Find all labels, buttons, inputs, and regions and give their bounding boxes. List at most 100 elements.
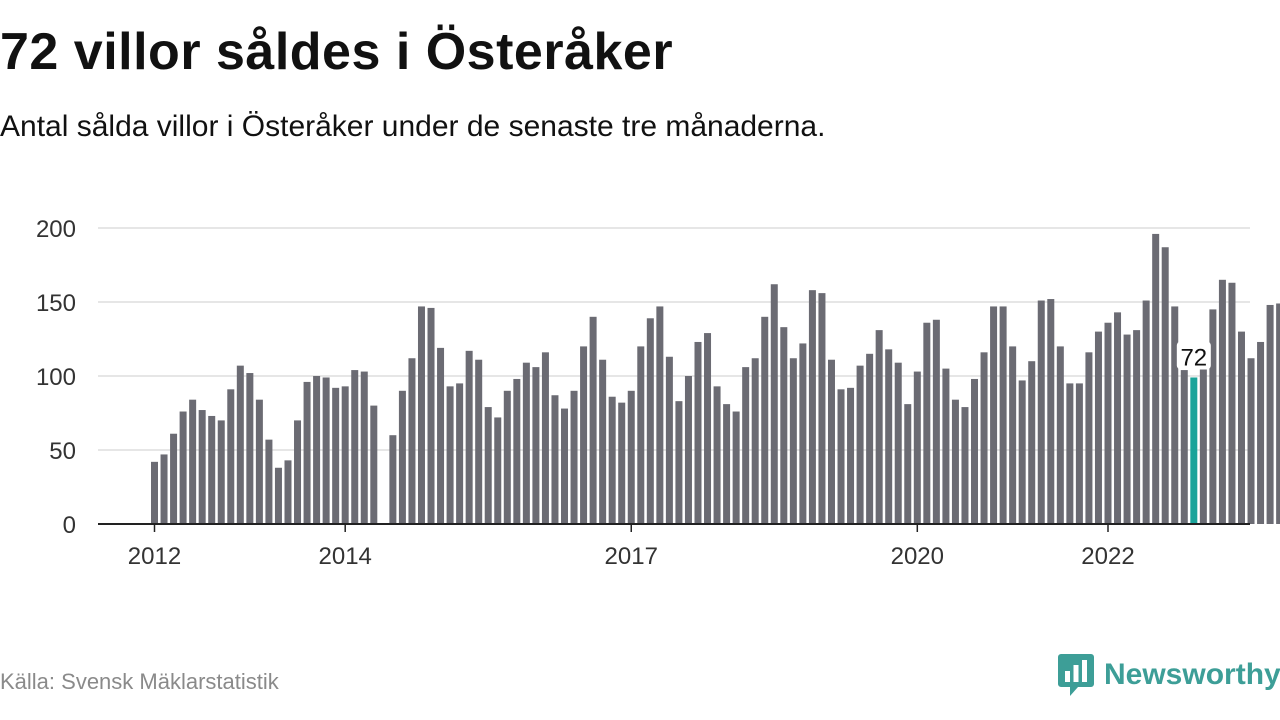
bar <box>742 367 750 524</box>
bar <box>570 390 578 524</box>
bar <box>971 378 979 524</box>
bar <box>1047 299 1055 524</box>
bar <box>561 408 569 524</box>
chart-subtitle: Antal sålda villor i Österåker under de … <box>0 110 826 143</box>
bar <box>217 420 225 524</box>
bar <box>503 390 511 524</box>
bar <box>780 327 788 524</box>
bar <box>656 306 664 524</box>
bar <box>732 411 740 524</box>
bar <box>541 352 549 524</box>
bar <box>847 387 855 524</box>
bar <box>360 371 368 524</box>
bar <box>799 343 807 524</box>
bar <box>923 322 931 524</box>
bar <box>1009 346 1017 524</box>
bar <box>475 359 483 524</box>
bar <box>856 365 864 524</box>
bar <box>370 405 378 524</box>
bar <box>961 407 969 524</box>
bar <box>1276 303 1280 524</box>
bar <box>484 407 492 524</box>
bar <box>417 306 425 524</box>
x-tick-label: 2012 <box>128 543 181 570</box>
bar <box>599 359 607 524</box>
bar <box>1142 300 1150 524</box>
bar <box>1104 322 1112 524</box>
newsworthy-logo: Newsworthy <box>1058 654 1280 696</box>
bar <box>761 316 769 524</box>
x-axis: 2012 2014 2017 2020 2022 <box>98 523 1250 570</box>
bar <box>332 387 340 524</box>
bar <box>294 420 302 524</box>
bar <box>198 410 206 524</box>
bar <box>179 411 187 524</box>
bar <box>1133 330 1141 524</box>
bar <box>837 389 845 524</box>
bar <box>513 378 521 524</box>
bar <box>427 307 435 524</box>
bar-chart-speech-bubble-icon <box>1058 654 1094 696</box>
bar <box>932 319 940 524</box>
y-axis-ticks: 0 50 100 150 200 <box>36 216 76 539</box>
bar <box>589 316 597 524</box>
bar <box>265 439 273 524</box>
bar <box>704 333 712 524</box>
source-note: Källa: Svensk Mäklarstatistik <box>0 669 279 694</box>
bar <box>246 373 254 524</box>
bar <box>1123 334 1131 524</box>
bar <box>274 467 282 524</box>
bar <box>818 293 826 524</box>
bar <box>227 389 235 524</box>
bar <box>1114 312 1122 524</box>
bar <box>456 383 464 524</box>
bar <box>1228 282 1236 524</box>
bar <box>866 353 874 524</box>
bar <box>1247 358 1255 524</box>
bar <box>1094 331 1102 524</box>
bar <box>627 390 635 524</box>
bar <box>827 359 835 524</box>
bar <box>1028 361 1036 524</box>
bar <box>151 461 158 524</box>
bar <box>1266 304 1274 524</box>
y-tick-label: 0 <box>63 512 76 539</box>
bar <box>398 390 406 524</box>
bar <box>1218 279 1226 524</box>
bar <box>341 386 349 524</box>
bar <box>684 376 692 524</box>
bar <box>580 346 588 524</box>
bar <box>1199 349 1207 524</box>
bar <box>608 396 616 524</box>
bar <box>465 350 473 524</box>
bar <box>980 352 988 524</box>
x-tick-label: 2020 <box>891 543 944 570</box>
data-label-latest: 72 <box>1180 344 1207 371</box>
y-tick-label: 50 <box>49 438 76 465</box>
bar <box>522 362 530 524</box>
bar <box>1056 346 1064 524</box>
y-tick-label: 150 <box>36 290 76 317</box>
bar <box>999 306 1007 524</box>
bar <box>313 376 321 524</box>
x-tick-label: 2017 <box>605 543 658 570</box>
bar <box>437 347 445 524</box>
bar <box>1075 383 1083 524</box>
bar <box>951 399 959 524</box>
bar <box>618 402 626 524</box>
bar <box>303 381 311 524</box>
bar <box>1171 306 1179 524</box>
bar <box>284 460 292 524</box>
bar-chart: 0 50 100 150 200 2012 2014 2017 2020 2022 72 <box>36 216 1280 570</box>
bar <box>770 284 778 524</box>
bar <box>208 415 216 524</box>
bar <box>1161 247 1169 525</box>
bar <box>160 454 168 524</box>
bar <box>446 386 454 524</box>
bar <box>189 399 197 524</box>
brand-name: Newsworthy <box>1104 658 1280 691</box>
bar <box>551 395 559 524</box>
bar <box>1066 383 1074 524</box>
bar <box>646 318 654 524</box>
y-tick-label: 200 <box>36 216 76 243</box>
